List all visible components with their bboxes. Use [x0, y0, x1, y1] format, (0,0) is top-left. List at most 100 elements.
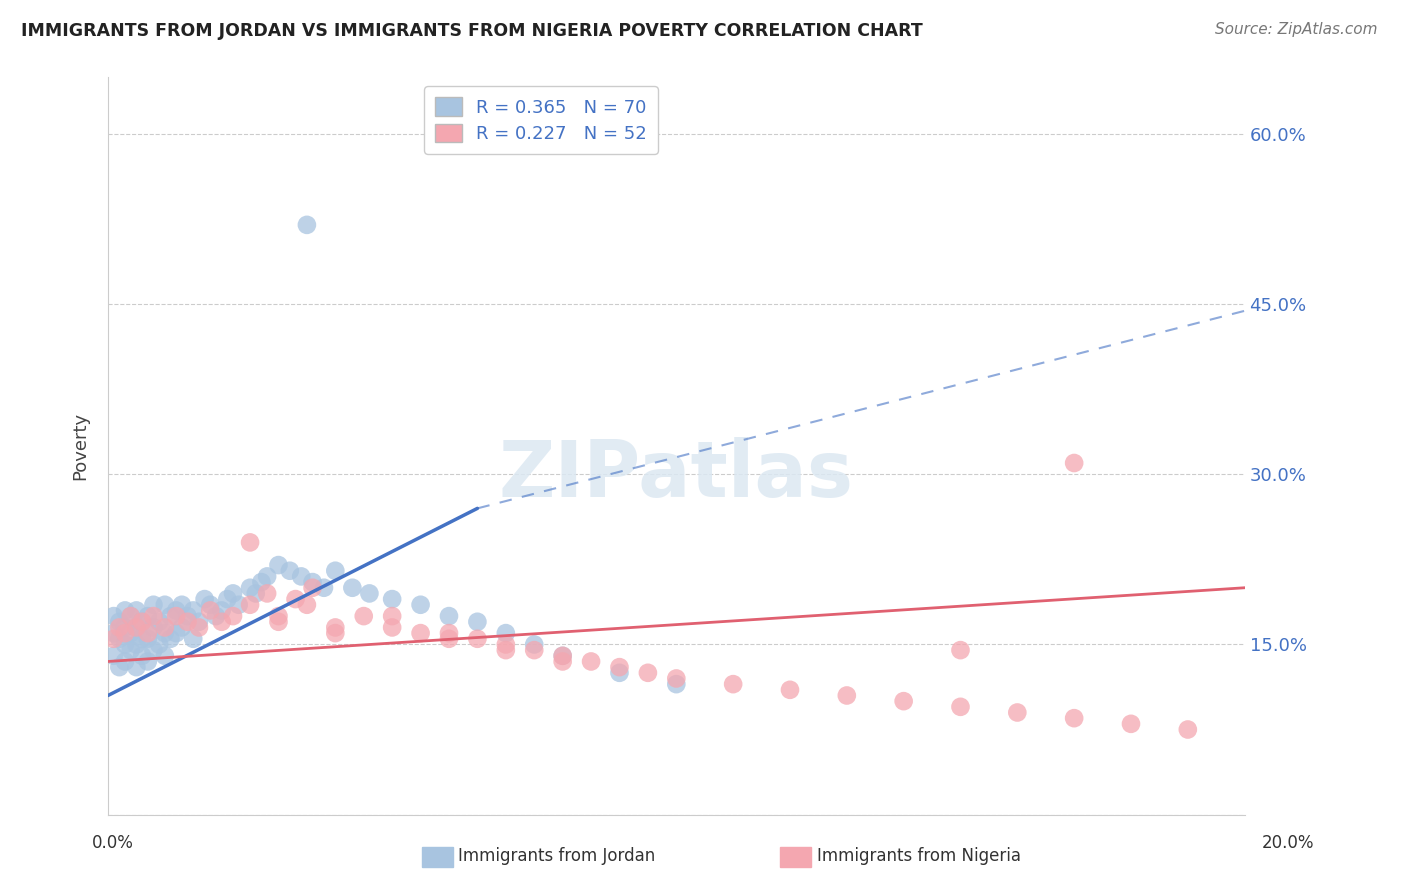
Point	[181, 603, 204, 617]
Point	[114, 620, 136, 634]
Point	[495, 637, 517, 651]
Point	[211, 603, 233, 617]
Point	[323, 620, 346, 634]
Point	[131, 632, 153, 646]
Point	[103, 648, 125, 663]
Point	[835, 689, 858, 703]
Point	[125, 660, 148, 674]
Point	[125, 620, 148, 634]
Point	[467, 615, 489, 629]
Point	[267, 609, 290, 624]
Point	[142, 609, 165, 624]
Point	[290, 569, 312, 583]
Point	[187, 620, 209, 634]
Point	[1177, 723, 1199, 737]
Point	[142, 643, 165, 657]
Point	[114, 626, 136, 640]
Point	[609, 660, 631, 674]
Point	[159, 632, 181, 646]
Point	[893, 694, 915, 708]
Point	[125, 620, 148, 634]
Point	[665, 672, 688, 686]
Point	[131, 648, 153, 663]
Point	[165, 626, 187, 640]
Text: Immigrants from Nigeria: Immigrants from Nigeria	[817, 847, 1021, 865]
Point	[609, 665, 631, 680]
Point	[779, 682, 801, 697]
Point	[194, 592, 217, 607]
Point	[721, 677, 744, 691]
Point	[312, 581, 335, 595]
Point	[136, 632, 159, 646]
Point	[381, 592, 404, 607]
Point	[120, 626, 142, 640]
Point	[267, 615, 290, 629]
Point	[181, 632, 204, 646]
Point	[131, 615, 153, 629]
Point	[437, 609, 460, 624]
Point	[323, 626, 346, 640]
Point	[108, 660, 131, 674]
Point	[222, 609, 245, 624]
Point	[142, 598, 165, 612]
Point	[284, 592, 307, 607]
Text: IMMIGRANTS FROM JORDAN VS IMMIGRANTS FROM NIGERIA POVERTY CORRELATION CHART: IMMIGRANTS FROM JORDAN VS IMMIGRANTS FRO…	[21, 22, 922, 40]
Point	[153, 620, 176, 634]
Point	[239, 535, 262, 549]
Point	[409, 598, 432, 612]
Point	[217, 592, 239, 607]
Point	[295, 598, 318, 612]
Point	[187, 615, 209, 629]
Point	[108, 620, 131, 634]
Legend: R = 0.365   N = 70, R = 0.227   N = 52: R = 0.365 N = 70, R = 0.227 N = 52	[425, 87, 658, 154]
Point	[153, 626, 176, 640]
Point	[250, 575, 273, 590]
Point	[114, 637, 136, 651]
Point	[523, 643, 546, 657]
Y-axis label: Poverty: Poverty	[72, 412, 89, 480]
Point	[136, 609, 159, 624]
Point	[165, 609, 187, 624]
Point	[114, 603, 136, 617]
Point	[381, 609, 404, 624]
Point	[205, 609, 228, 624]
Point	[278, 564, 301, 578]
Point	[136, 626, 159, 640]
Point	[301, 575, 323, 590]
Point	[153, 598, 176, 612]
Point	[1063, 711, 1085, 725]
Point	[949, 643, 972, 657]
Point	[153, 648, 176, 663]
Point	[120, 609, 142, 624]
Point	[301, 581, 323, 595]
Point	[170, 620, 193, 634]
Point	[949, 699, 972, 714]
Point	[176, 609, 198, 624]
Point	[551, 648, 574, 663]
Point	[222, 586, 245, 600]
Point	[523, 637, 546, 651]
Point	[159, 609, 181, 624]
Point	[295, 218, 318, 232]
Point	[409, 626, 432, 640]
Point	[176, 615, 198, 629]
Point	[120, 609, 142, 624]
Point	[551, 655, 574, 669]
Point	[1063, 456, 1085, 470]
Point	[239, 598, 262, 612]
Point	[103, 609, 125, 624]
Point	[495, 643, 517, 657]
Point	[228, 598, 250, 612]
Point	[551, 648, 574, 663]
Point	[495, 626, 517, 640]
Point	[342, 581, 364, 595]
Point	[1119, 716, 1142, 731]
Point	[1007, 706, 1029, 720]
Point	[211, 615, 233, 629]
Point	[437, 626, 460, 640]
Point	[131, 615, 153, 629]
Point	[579, 655, 602, 669]
Point	[200, 603, 222, 617]
Point	[103, 626, 125, 640]
Point	[148, 615, 170, 629]
